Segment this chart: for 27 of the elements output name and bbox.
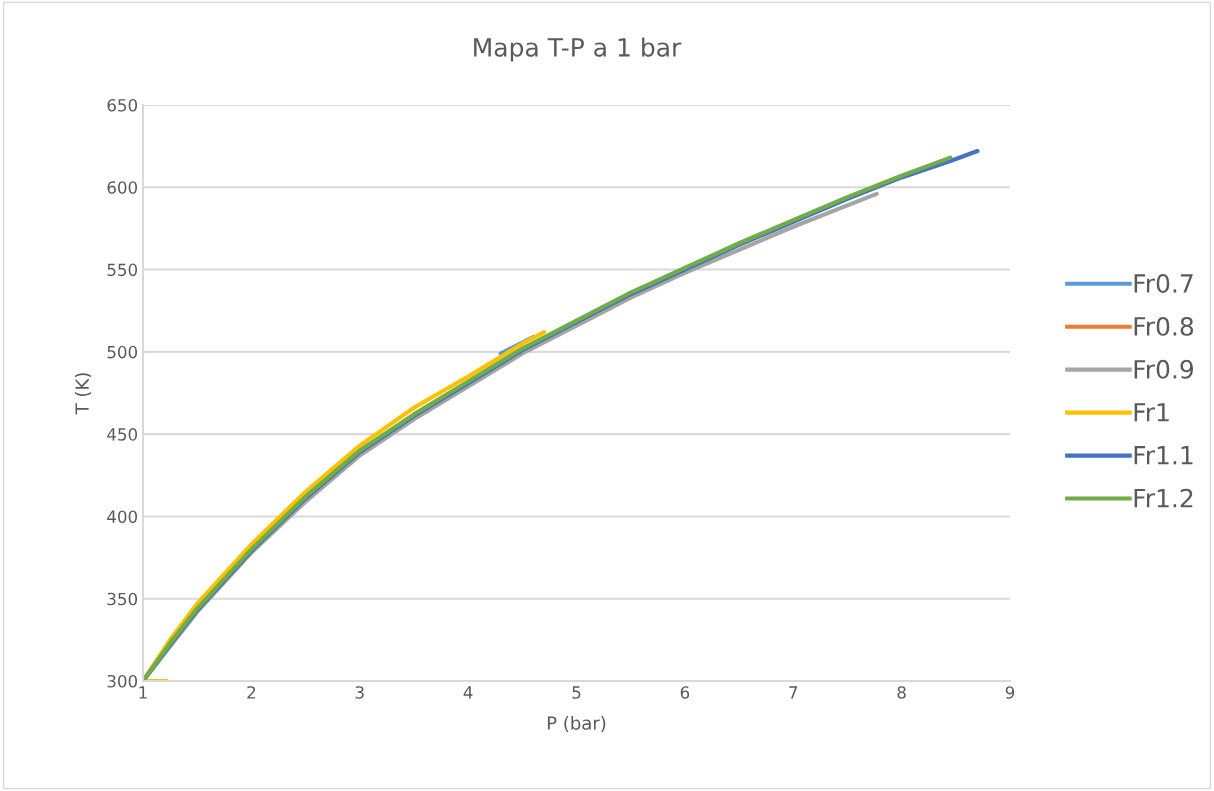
x-tick-label: 8 bbox=[897, 686, 906, 699]
x-tick-label: 2 bbox=[247, 686, 256, 699]
y-tick-label: 450 bbox=[107, 428, 138, 441]
x-axis-title: P (bar) bbox=[547, 715, 606, 732]
legend-label: Fr1 bbox=[1134, 403, 1169, 422]
y-tick-label: 400 bbox=[107, 510, 138, 523]
x-tick-label: 6 bbox=[680, 686, 690, 699]
chart-title: Mapa T-P a 1 bar bbox=[474, 37, 682, 62]
legend-label: Fr0.7 bbox=[1134, 273, 1193, 293]
line-series bbox=[143, 330, 547, 681]
x-tick-label: 1 bbox=[139, 686, 147, 699]
y-tick-label: 350 bbox=[107, 592, 138, 606]
y-tick-label: 600 bbox=[107, 181, 138, 194]
x-tick-label: 9 bbox=[1005, 686, 1015, 699]
x-tick-label: 4 bbox=[463, 686, 473, 699]
legend-label: Fr0.8 bbox=[1134, 316, 1194, 336]
legend-label: Fr1.1 bbox=[1134, 446, 1193, 465]
y-axis-title: T (K) bbox=[74, 373, 92, 415]
x-tick-label: 7 bbox=[789, 686, 798, 699]
y-tick-label: 550 bbox=[107, 263, 138, 277]
x-tick-label: 3 bbox=[355, 686, 364, 699]
y-tick-label: 500 bbox=[107, 345, 138, 359]
legend-label: Fr0.9 bbox=[1134, 359, 1194, 379]
x-tick-label: 5 bbox=[572, 686, 581, 699]
y-tick-label: 300 bbox=[107, 674, 138, 688]
legend-label: Fr1.2 bbox=[1134, 488, 1193, 508]
y-tick-label: 650 bbox=[107, 98, 138, 112]
